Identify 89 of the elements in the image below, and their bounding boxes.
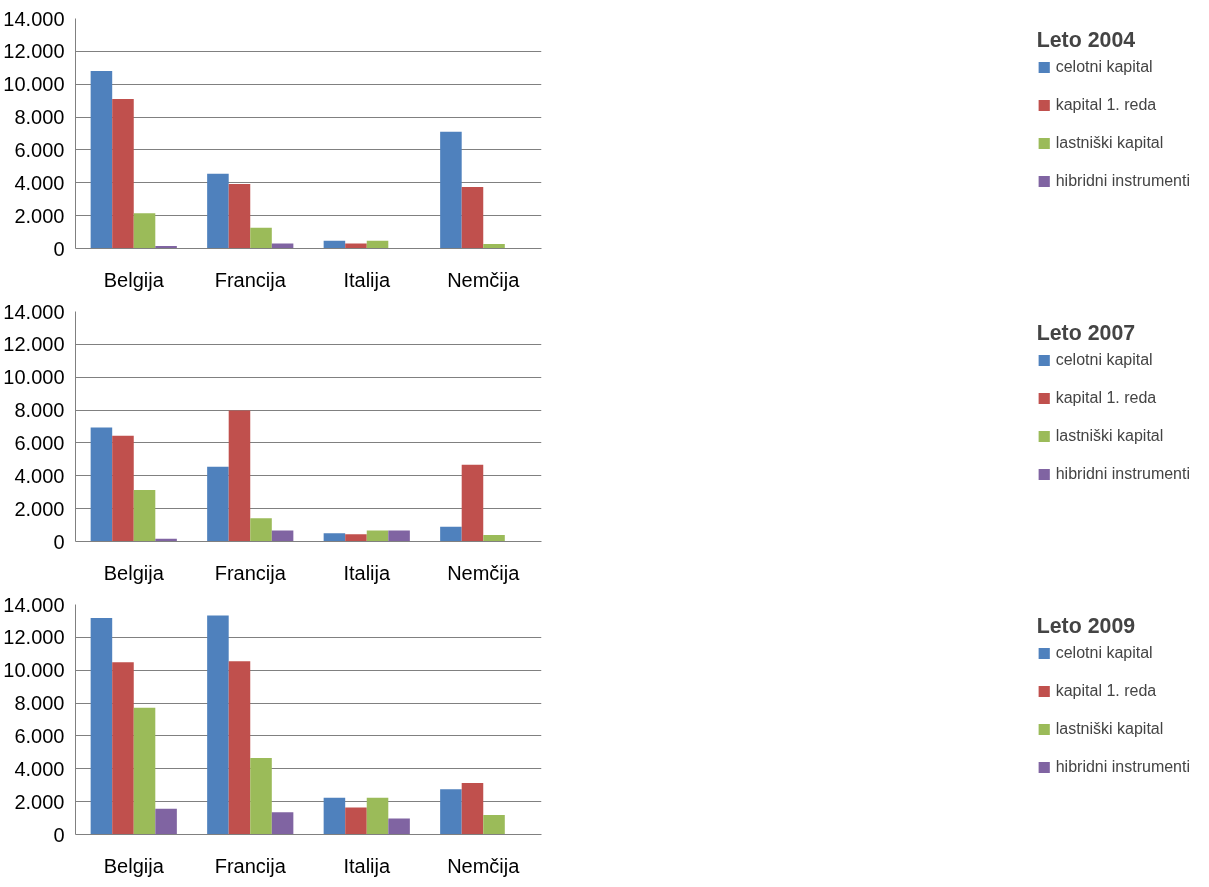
legend-label: hibridni instrumenti — [1055, 172, 1190, 190]
bar — [345, 807, 367, 835]
bar — [483, 814, 505, 835]
x-tick-label: Belgija — [103, 854, 165, 877]
y-tick-label: 12.000 — [3, 40, 65, 63]
y-tick-label: 10.000 — [3, 659, 65, 682]
y-tick-label: 14.000 — [3, 593, 65, 616]
bar — [133, 213, 156, 249]
bar — [207, 615, 229, 835]
x-tick-label: Italija — [343, 268, 391, 291]
x-tick-label: Belgija — [103, 561, 165, 584]
legend-label: celotni kapital — [1055, 351, 1153, 369]
legend-label: lastniški kapital — [1055, 720, 1164, 738]
bar — [112, 99, 134, 249]
bar — [133, 490, 156, 542]
y-tick-label: 14.000 — [3, 300, 65, 323]
bar — [461, 186, 484, 249]
bar — [90, 617, 113, 835]
x-tick-label: Italija — [343, 854, 391, 877]
y-tick-label: 12.000 — [3, 626, 65, 649]
bar — [345, 534, 367, 542]
bar — [271, 530, 294, 542]
legend-label: celotni kapital — [1055, 58, 1153, 76]
bar — [228, 410, 251, 542]
y-tick-label: 2.000 — [14, 204, 65, 227]
y-tick-label: 8.000 — [14, 399, 65, 422]
x-tick-label: Francija — [214, 561, 287, 584]
bar — [228, 661, 251, 835]
legend-title: Leto 2004 — [1036, 28, 1137, 53]
y-tick-label: 6.000 — [14, 138, 65, 161]
bar — [250, 758, 272, 835]
x-tick-label: Belgija — [103, 268, 165, 291]
x-tick-label: Nemčija — [447, 854, 521, 877]
bar — [207, 466, 229, 542]
x-tick-label: Nemčija — [447, 561, 521, 584]
x-tick-label: Francija — [214, 854, 287, 877]
legend-title: Leto 2007 — [1036, 321, 1137, 346]
bar — [323, 797, 346, 835]
bar — [366, 797, 389, 835]
bar — [366, 530, 389, 542]
legend-label: hibridni instrumenti — [1055, 758, 1190, 776]
y-tick-label: 0 — [53, 237, 65, 260]
y-tick-label: 14.000 — [3, 7, 65, 30]
legend-label: celotni kapital — [1055, 644, 1153, 662]
bar — [461, 464, 484, 542]
y-tick-label: 8.000 — [14, 106, 65, 129]
x-tick-label: Francija — [214, 268, 287, 291]
legend-label: lastniški kapital — [1055, 427, 1164, 445]
legend-label: kapital 1. reda — [1055, 96, 1157, 114]
y-tick-label: 10.000 — [3, 366, 65, 389]
y-tick-label: 8.000 — [14, 692, 65, 715]
y-tick-label: 2.000 — [14, 497, 65, 520]
legend-label: hibridni instrumenti — [1055, 465, 1190, 483]
legend-label: kapital 1. reda — [1055, 682, 1157, 700]
y-tick-label: 0 — [53, 823, 65, 846]
bar — [90, 71, 113, 249]
bar — [440, 526, 462, 542]
legend-label: lastniški kapital — [1055, 134, 1164, 152]
bar — [250, 518, 272, 542]
bar — [271, 812, 294, 835]
bar — [440, 131, 462, 249]
bar — [112, 435, 134, 542]
y-tick-label: 12.000 — [3, 333, 65, 356]
y-tick-label: 10.000 — [3, 73, 65, 96]
bar — [388, 818, 410, 835]
y-tick-label: 6.000 — [14, 724, 65, 747]
bar — [483, 244, 505, 249]
legend-label: kapital 1. reda — [1055, 389, 1157, 407]
bar — [133, 707, 156, 835]
bar — [250, 227, 272, 249]
bar — [461, 783, 484, 835]
bar — [207, 173, 229, 249]
y-tick-label: 4.000 — [14, 757, 65, 780]
y-tick-label: 0 — [53, 530, 65, 553]
bar — [483, 534, 505, 542]
bar — [388, 530, 410, 542]
y-tick-label: 4.000 — [14, 464, 65, 487]
y-tick-label: 2.000 — [14, 790, 65, 813]
x-tick-label: Nemčija — [447, 268, 521, 291]
x-tick-label: Italija — [343, 561, 391, 584]
y-tick-label: 4.000 — [14, 171, 65, 194]
bar — [90, 427, 113, 542]
y-tick-label: 6.000 — [14, 431, 65, 454]
bar — [155, 808, 177, 835]
bar — [323, 533, 346, 542]
bar — [440, 789, 462, 835]
bar — [112, 662, 134, 835]
bar — [228, 183, 251, 249]
legend-title: Leto 2009 — [1036, 614, 1137, 639]
